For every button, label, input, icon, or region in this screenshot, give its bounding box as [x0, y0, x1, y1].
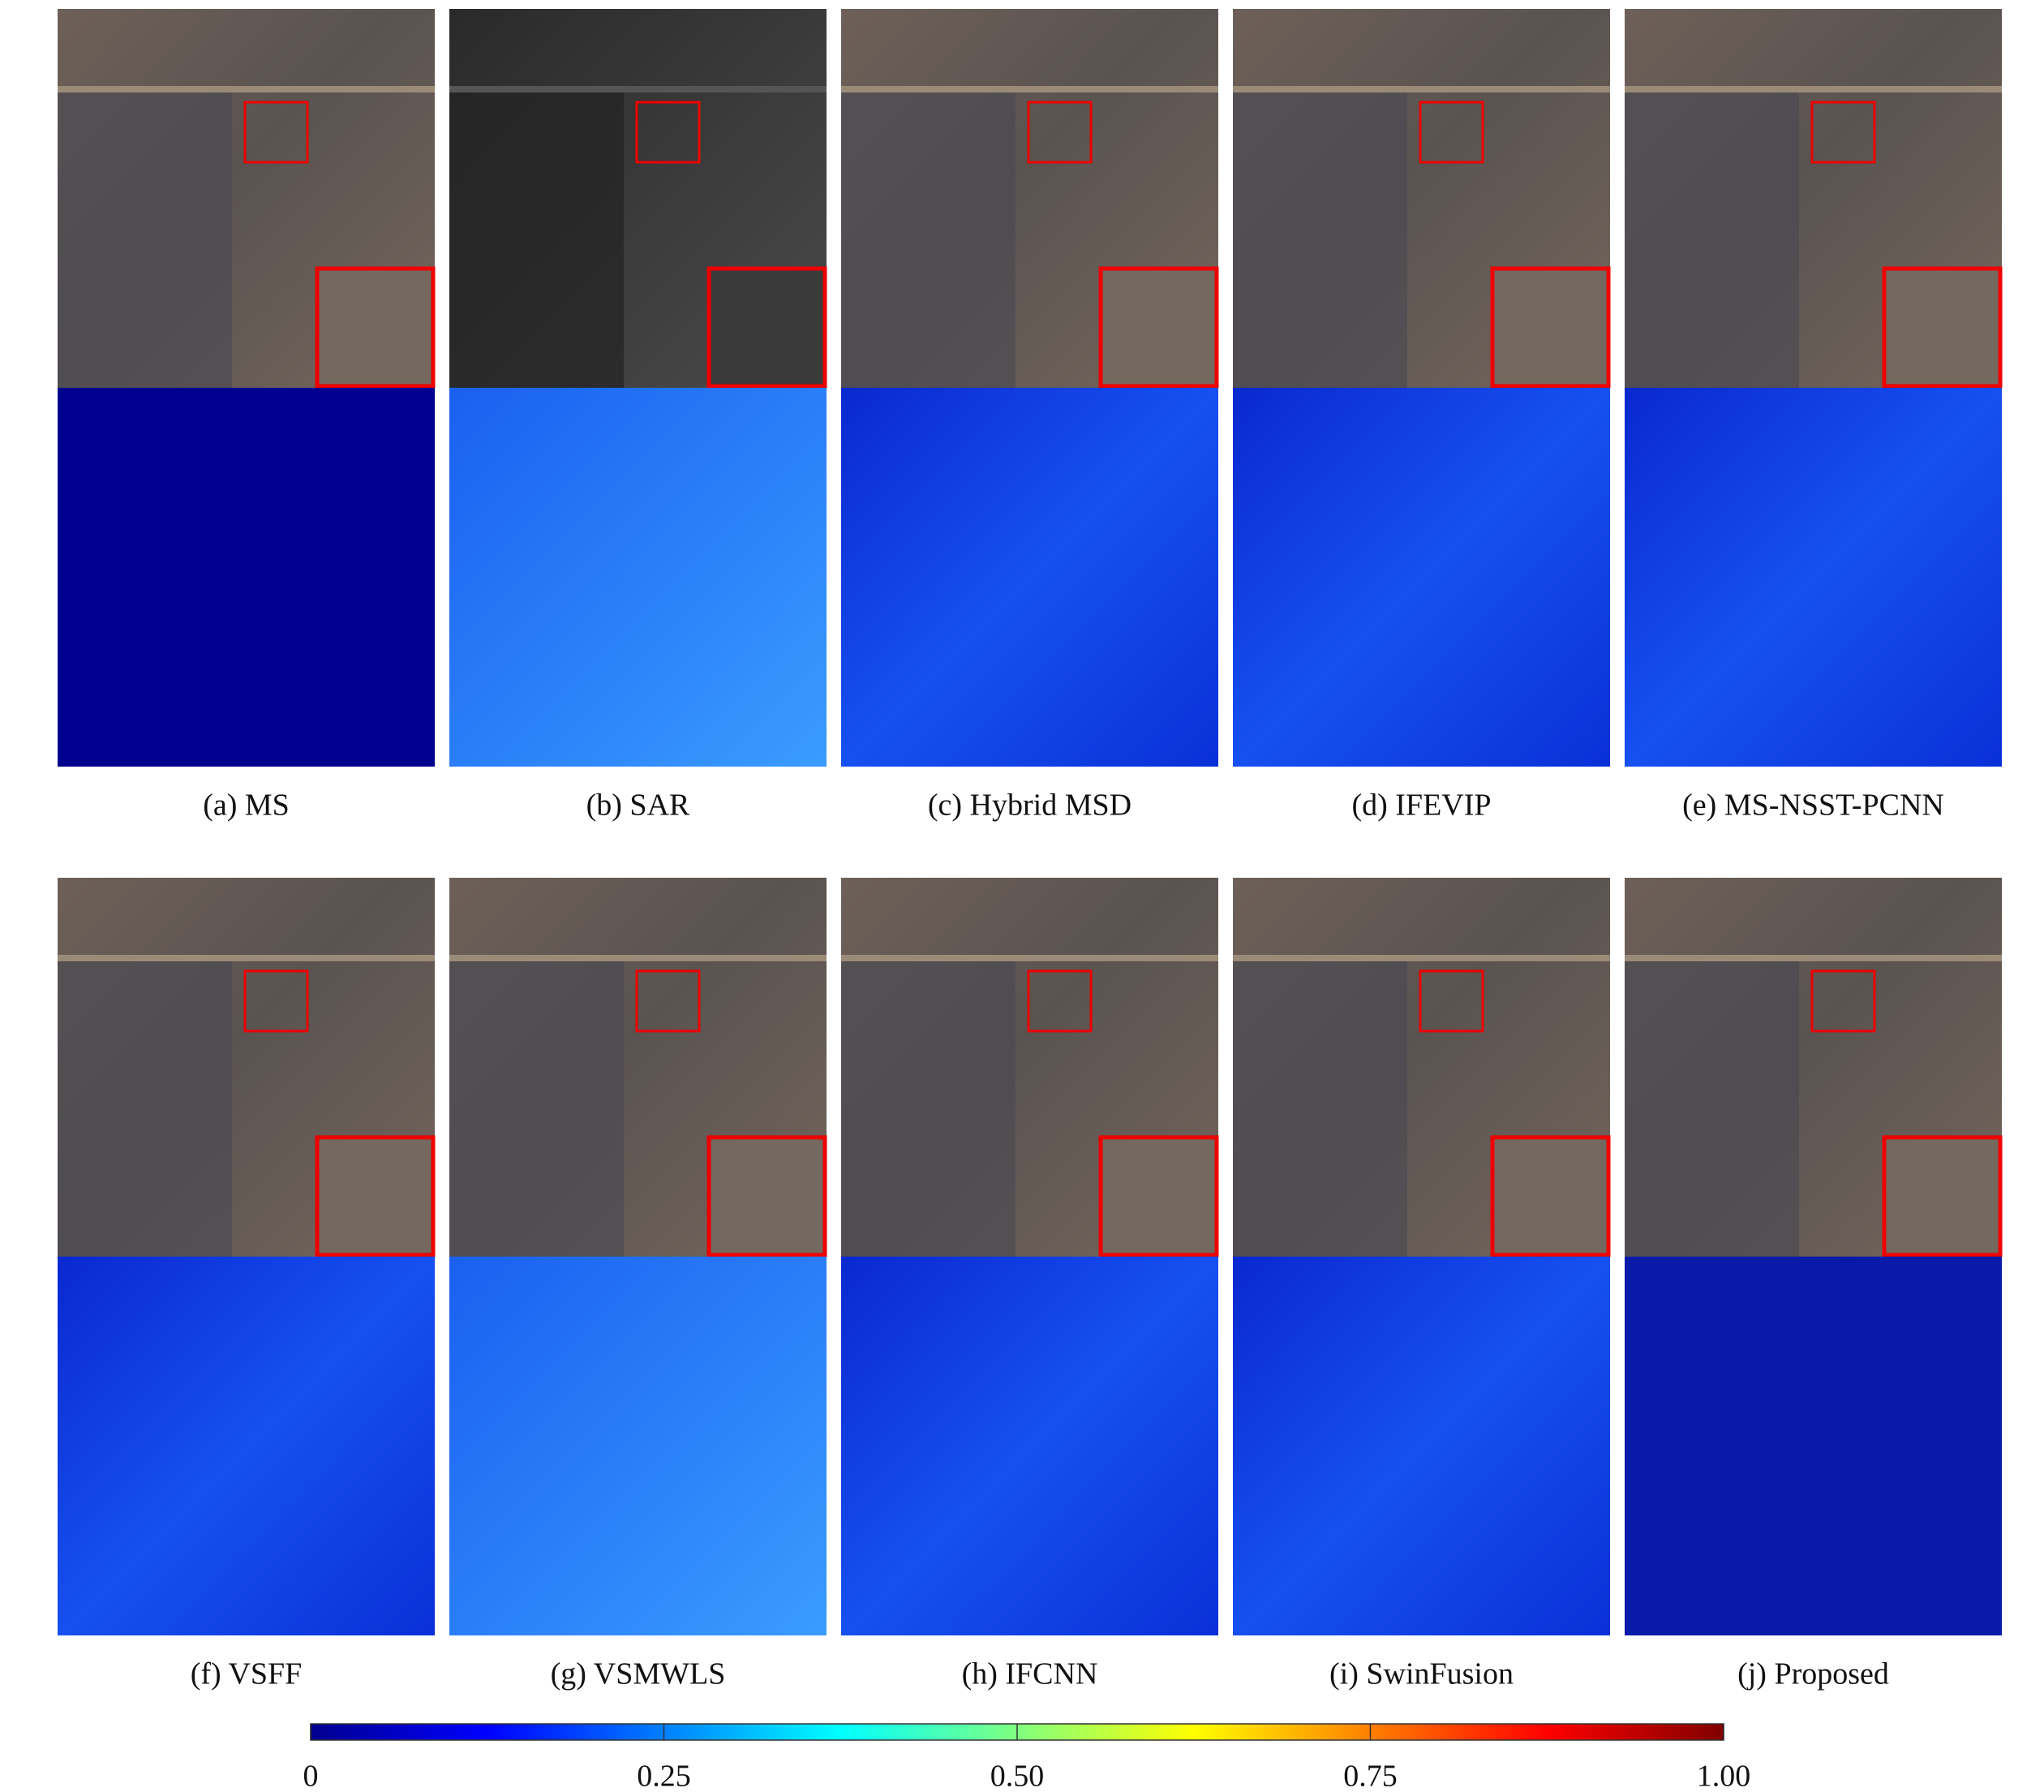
caption: (h) IFCNN [962, 1657, 1098, 1691]
zoom-box-small [1810, 101, 1876, 164]
village-area [841, 86, 1016, 388]
zoom-box-small [635, 101, 701, 164]
road [58, 955, 435, 961]
caption: (c) Hybrid MSD [928, 789, 1132, 823]
caption: (e) MS-NSST-PCNN [1682, 789, 1944, 823]
road [58, 86, 435, 92]
zoom-box-large [315, 266, 436, 389]
zoom-box-large [706, 266, 827, 389]
zoom-box-large [1882, 266, 2003, 389]
zoom-box-large [315, 1135, 436, 1257]
caption: (i) SwinFusion [1329, 1657, 1514, 1691]
zoom-box-large [1098, 266, 1219, 389]
error-map [58, 388, 435, 767]
zoom-box-small [635, 969, 701, 1033]
caption: (b) SAR [586, 789, 690, 823]
road [841, 955, 1218, 961]
colorbar-tick-label: 0.75 [1343, 1760, 1398, 1792]
zoom-box-small [1810, 969, 1876, 1033]
error-map [1625, 388, 2002, 767]
caption: (d) IFEVIP [1351, 789, 1491, 823]
zoom-box-large [1882, 1135, 2003, 1257]
zoom-box-small [1027, 969, 1093, 1033]
error-map [449, 1257, 827, 1635]
error-map [1233, 1257, 1610, 1635]
village-area [1625, 955, 1799, 1257]
colorbar-tick-label: 0.25 [637, 1760, 691, 1792]
village-area [58, 955, 232, 1257]
village-area [58, 86, 232, 388]
caption: (g) VSMWLS [551, 1657, 726, 1691]
error-map [1233, 388, 1610, 767]
road [1233, 86, 1610, 92]
village-area [449, 86, 624, 388]
road [449, 86, 827, 92]
error-map [841, 388, 1218, 767]
village-area [1625, 86, 1799, 388]
road [1625, 955, 2002, 961]
colorbar-tick-label: 1.00 [1697, 1760, 1751, 1792]
caption: (j) Proposed [1737, 1657, 1889, 1691]
error-map [1625, 1257, 2002, 1635]
zoom-box-small [1419, 969, 1484, 1033]
colorbar-tick-label: 0 [303, 1760, 319, 1792]
zoom-box-small [1027, 101, 1093, 164]
road [841, 86, 1218, 92]
error-map [58, 1257, 435, 1635]
zoom-box-large [1490, 1135, 1611, 1257]
error-map [841, 1257, 1218, 1635]
zoom-box-small [243, 101, 309, 164]
village-area [1233, 955, 1407, 1257]
error-map [449, 388, 827, 767]
colorbar-tick-label: 0.50 [990, 1760, 1045, 1792]
road [1625, 86, 2002, 92]
village-area [449, 955, 624, 1257]
zoom-box-large [706, 1135, 827, 1257]
zoom-box-large [1098, 1135, 1219, 1257]
village-area [841, 955, 1016, 1257]
caption: (a) MS [203, 789, 290, 823]
zoom-box-small [243, 969, 309, 1033]
road [449, 955, 827, 961]
caption: (f) VSFF [191, 1657, 303, 1691]
road [1233, 955, 1610, 961]
zoom-box-large [1490, 266, 1611, 389]
zoom-box-small [1419, 101, 1484, 164]
village-area [1233, 86, 1407, 388]
